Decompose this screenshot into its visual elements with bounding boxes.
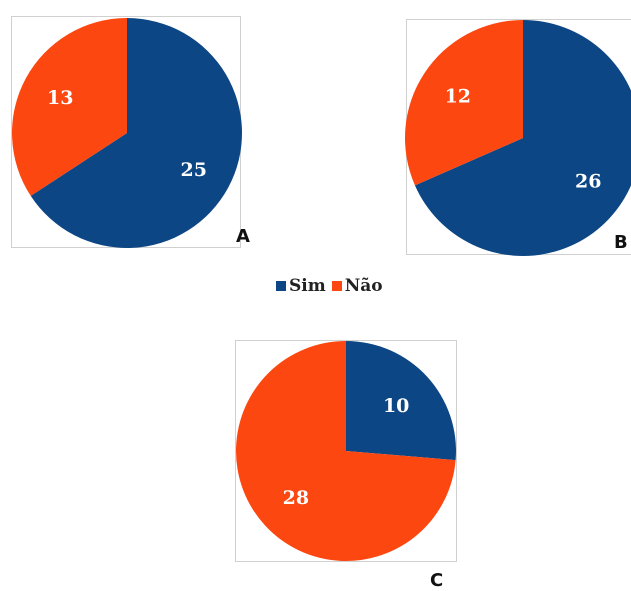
legend-label-nao: Não <box>344 276 383 296</box>
pie-c-value-label-nao: 28 <box>283 487 309 509</box>
legend-item-nao: Não <box>331 276 383 296</box>
pie-a-slice-sim <box>30 18 242 248</box>
pie-c-value-label-sim: 10 <box>383 395 409 417</box>
pie-b-value-label-nao: 12 <box>445 85 471 107</box>
pie-a-value-label-sim: 25 <box>181 159 207 181</box>
pie-a-value-label-nao: 13 <box>47 87 73 109</box>
panel-label-b: B <box>614 232 628 253</box>
pie-c-slice-nao <box>235 341 456 561</box>
legend-label-sim: Sim <box>289 276 326 296</box>
panel-label-a: A <box>236 226 250 247</box>
pie-a-slice-nao <box>12 18 128 196</box>
pie-c-slice-sim <box>346 341 456 461</box>
panel-label-c: C <box>430 570 444 591</box>
pie-b-value-label-sim: 26 <box>575 171 601 193</box>
legend: Sim Não <box>276 276 383 296</box>
legend-item-sim: Sim <box>276 276 326 296</box>
legend-swatch-sim <box>276 281 286 291</box>
pie-b-slice-sim <box>414 20 631 256</box>
legend-swatch-nao <box>331 281 342 291</box>
pie-b-slice-nao <box>405 20 523 186</box>
